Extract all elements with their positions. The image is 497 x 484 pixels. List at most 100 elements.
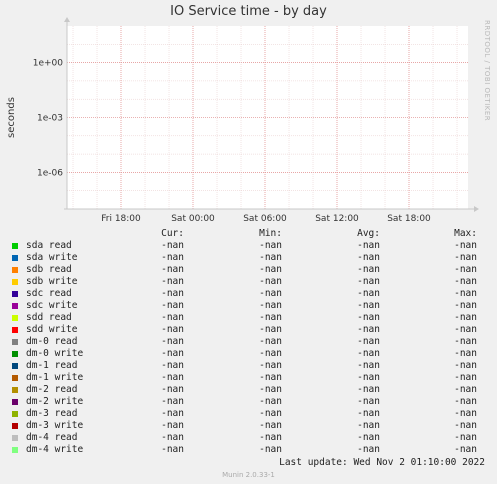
legend-cur-value: -nan <box>161 372 184 383</box>
legend-cur-value: -nan <box>161 384 184 395</box>
legend-header-avg: Avg: <box>357 228 380 239</box>
legend-row: dm-2 read -nan -nan -nan -nan <box>12 384 487 396</box>
legend-swatch <box>12 363 18 369</box>
legend-avg-value: -nan <box>357 300 380 311</box>
legend-swatch <box>12 447 18 453</box>
x-axis-arrow <box>474 206 479 212</box>
legend-swatch <box>12 411 18 417</box>
legend-swatch <box>12 255 18 261</box>
legend-avg-value: -nan <box>357 420 380 431</box>
legend-max-value: -nan <box>454 252 477 263</box>
y-tick-label: 1e-03 <box>37 114 63 124</box>
legend-cur-value: -nan <box>161 312 184 323</box>
legend-swatch <box>12 267 18 273</box>
legend-max-value: -nan <box>454 324 477 335</box>
legend-avg-value: -nan <box>357 288 380 299</box>
legend-max-value: -nan <box>454 348 477 359</box>
legend-row: sda write -nan -nan -nan -nan <box>12 252 487 264</box>
x-tick-label: Sat 00:00 <box>171 214 215 224</box>
legend-header-cur: Cur: <box>161 228 184 239</box>
legend-cur-value: -nan <box>161 252 184 263</box>
legend-min-value: -nan <box>259 300 282 311</box>
legend-series-name: sdd write <box>26 324 78 335</box>
legend-cur-value: -nan <box>161 336 184 347</box>
legend-cur-value: -nan <box>161 408 184 419</box>
legend-cur-value: -nan <box>161 420 184 431</box>
legend-series-name: dm-2 read <box>26 384 78 395</box>
legend-swatch <box>12 399 18 405</box>
legend-max-value: -nan <box>454 300 477 311</box>
x-tick-label: Sat 06:00 <box>243 214 287 224</box>
legend-header: Cur: Min: Avg: Max: <box>12 228 487 240</box>
x-tick-label: Fri 18:00 <box>101 214 141 224</box>
legend-series-name: dm-1 read <box>26 360 78 371</box>
legend-row: sdc read -nan -nan -nan -nan <box>12 288 487 300</box>
legend-max-value: -nan <box>454 264 477 275</box>
legend-max-value: -nan <box>454 276 477 287</box>
legend-min-value: -nan <box>259 348 282 359</box>
legend-swatch <box>12 351 18 357</box>
legend-series-name: dm-1 write <box>26 372 84 383</box>
legend-avg-value: -nan <box>357 252 380 263</box>
legend-swatch <box>12 315 18 321</box>
legend-swatch <box>12 291 18 297</box>
legend-max-value: -nan <box>454 240 477 251</box>
legend-swatch <box>12 435 18 441</box>
legend-avg-value: -nan <box>357 396 380 407</box>
legend-avg-value: -nan <box>357 372 380 383</box>
legend-min-value: -nan <box>259 264 282 275</box>
legend-cur-value: -nan <box>161 300 184 311</box>
legend-cur-value: -nan <box>161 240 184 251</box>
legend-series-name: sdb read <box>26 264 72 275</box>
legend-avg-value: -nan <box>357 348 380 359</box>
legend-cur-value: -nan <box>161 348 184 359</box>
legend-row: dm-0 write -nan -nan -nan -nan <box>12 348 487 360</box>
legend-min-value: -nan <box>259 288 282 299</box>
legend-min-value: -nan <box>259 444 282 455</box>
legend-avg-value: -nan <box>357 324 380 335</box>
legend-avg-value: -nan <box>357 240 380 251</box>
legend-row: dm-3 write -nan -nan -nan -nan <box>12 420 487 432</box>
legend-max-value: -nan <box>454 396 477 407</box>
munin-version: Munin 2.0.33-1 <box>222 471 275 479</box>
legend-swatch <box>12 375 18 381</box>
rrdtool-watermark: RRDTOOL / TOBI OETIKER <box>483 20 491 122</box>
legend-row: sdb read -nan -nan -nan -nan <box>12 264 487 276</box>
legend-header-min: Min: <box>259 228 282 239</box>
y-tick-label: 1e-06 <box>37 168 63 178</box>
x-tick-label: Sat 18:00 <box>387 214 431 224</box>
legend-avg-value: -nan <box>357 276 380 287</box>
chart-area: 1e+00 1e-03 1e-06 Fri 18:00 Sat 00:00 Sat 06:… <box>6 17 479 224</box>
legend-series-name: dm-0 write <box>26 348 84 359</box>
legend-swatch <box>12 243 18 249</box>
legend-avg-value: -nan <box>357 408 380 419</box>
legend-series-name: dm-4 write <box>26 444 84 455</box>
legend-avg-value: -nan <box>357 384 380 395</box>
legend-cur-value: -nan <box>161 444 184 455</box>
y-axis-arrow <box>64 17 70 22</box>
legend-max-value: -nan <box>454 420 477 431</box>
legend-min-value: -nan <box>259 420 282 431</box>
legend-cur-value: -nan <box>161 276 184 287</box>
legend-min-value: -nan <box>259 372 282 383</box>
legend-max-value: -nan <box>454 384 477 395</box>
legend-swatch <box>12 327 18 333</box>
legend-header-max: Max: <box>454 228 477 239</box>
legend-row: sdb write -nan -nan -nan -nan <box>12 276 487 288</box>
legend-row: dm-3 read -nan -nan -nan -nan <box>12 408 487 420</box>
legend-row: dm-4 read -nan -nan -nan -nan <box>12 432 487 444</box>
legend-row: sdd write -nan -nan -nan -nan <box>12 324 487 336</box>
legend-cur-value: -nan <box>161 396 184 407</box>
legend-swatch <box>12 423 18 429</box>
legend-max-value: -nan <box>454 336 477 347</box>
legend-series-name: sda write <box>26 252 78 263</box>
legend-min-value: -nan <box>259 324 282 335</box>
legend-series-name: sdd read <box>26 312 72 323</box>
legend-series-name: dm-3 read <box>26 408 78 419</box>
legend-row: dm-0 read -nan -nan -nan -nan <box>12 336 487 348</box>
legend-cur-value: -nan <box>161 432 184 443</box>
legend-series-name: dm-3 write <box>26 420 84 431</box>
legend-min-value: -nan <box>259 360 282 371</box>
legend-min-value: -nan <box>259 336 282 347</box>
